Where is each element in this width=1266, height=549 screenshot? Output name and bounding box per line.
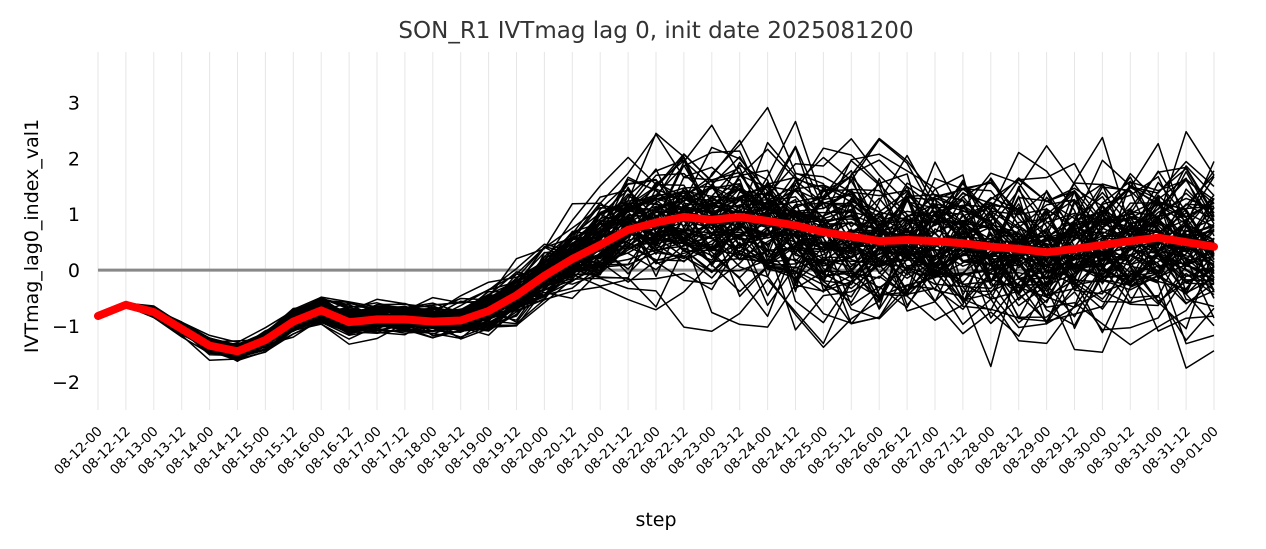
ensemble-member-line <box>97 178 1215 360</box>
ensemble-member-line <box>97 151 1215 359</box>
y-tick-label: 0 <box>68 260 80 282</box>
y-tick-label: 1 <box>68 204 80 226</box>
x-axis-ticks: 08-12-0008-12-1208-13-0008-13-1208-14-00… <box>51 424 1222 479</box>
y-tick-label: −2 <box>52 372 80 394</box>
ensemble-member-line <box>97 174 1215 355</box>
y-tick-label: −1 <box>52 316 80 338</box>
x-axis-label: step <box>635 509 676 531</box>
y-tick-label: 3 <box>68 92 80 114</box>
y-axis-label: IVTmag_lag0_index_val1 <box>21 119 43 353</box>
chart-title: SON_R1 IVTmag lag 0, init date 202508120… <box>398 18 913 44</box>
ensemble-mean <box>94 213 1218 356</box>
y-axis-ticks: −2 −1 0 1 2 3 <box>52 92 80 394</box>
y-tick-label: 2 <box>68 148 80 170</box>
ensemble-member-line <box>97 177 1215 346</box>
ensemble-member-line <box>97 153 1215 352</box>
ensemble-mean-line <box>94 213 1218 356</box>
